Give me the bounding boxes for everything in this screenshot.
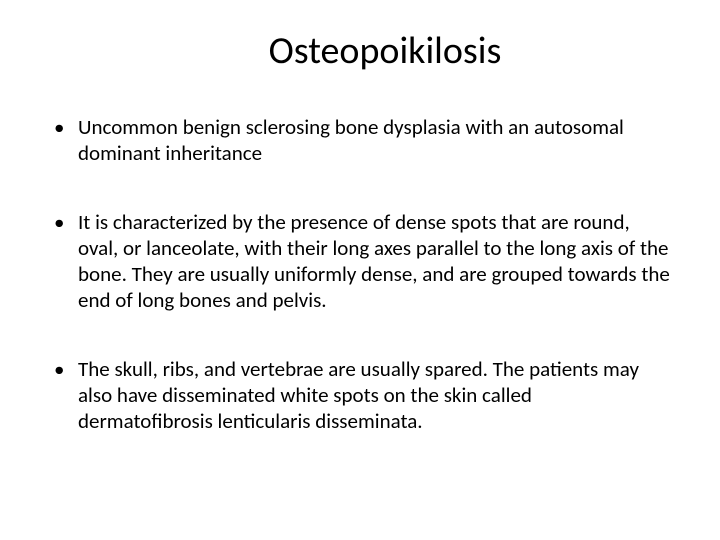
bullet-item: It is characterized by the presence of d… — [50, 209, 670, 314]
slide-title: Osteopoikilosis — [100, 28, 670, 74]
bullet-list: Uncommon benign sclerosing bone dysplasi… — [50, 114, 670, 434]
bullet-item: Uncommon benign sclerosing bone dysplasi… — [50, 114, 670, 167]
bullet-item: The skull, ribs, and vertebrae are usual… — [50, 356, 670, 435]
